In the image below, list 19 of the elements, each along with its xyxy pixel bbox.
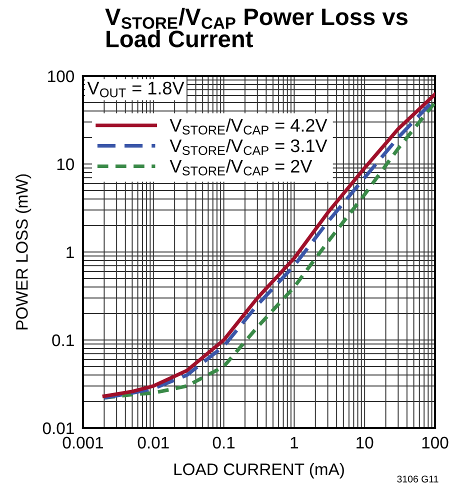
x-axis-title: LOAD CURRENT (mA)	[174, 462, 344, 479]
y-tick-label: 0.01	[42, 422, 74, 434]
x-tick-label: 0.1	[212, 436, 235, 449]
legend-label: V$_{STORE}$/V$_{CAP}$ = 3.1V	[170, 138, 328, 156]
legend-label: V$_{STORE}$/V$_{CAP}$ = 2V	[170, 159, 312, 176]
x-tick-label: 0.001	[62, 436, 104, 449]
x-tick-label: 10	[356, 436, 374, 449]
chart-title: V$_{STORE}$/V$_{CAP}$ Power Loss vs Load Current	[105, 8, 408, 48]
y-tick-label: 0.1	[52, 334, 74, 346]
text: 3106 G11	[397, 476, 438, 483]
y-axis-title: POWER LOSS (mW)	[16, 174, 32, 330]
y-tick-label: 100	[48, 70, 74, 82]
x-tick-label: 1	[290, 436, 298, 448]
x-tick-label: 0.01	[138, 436, 169, 449]
y-tick-label: 1	[66, 246, 74, 258]
annotation: V$_{OUT}$ = 1.8V	[87, 82, 184, 98]
y-tick-label: 10	[57, 158, 74, 170]
legend-label: V$_{STORE}$/V$_{CAP}$ = 4.2V	[170, 118, 328, 135]
x-tick-label: 100	[422, 436, 448, 449]
